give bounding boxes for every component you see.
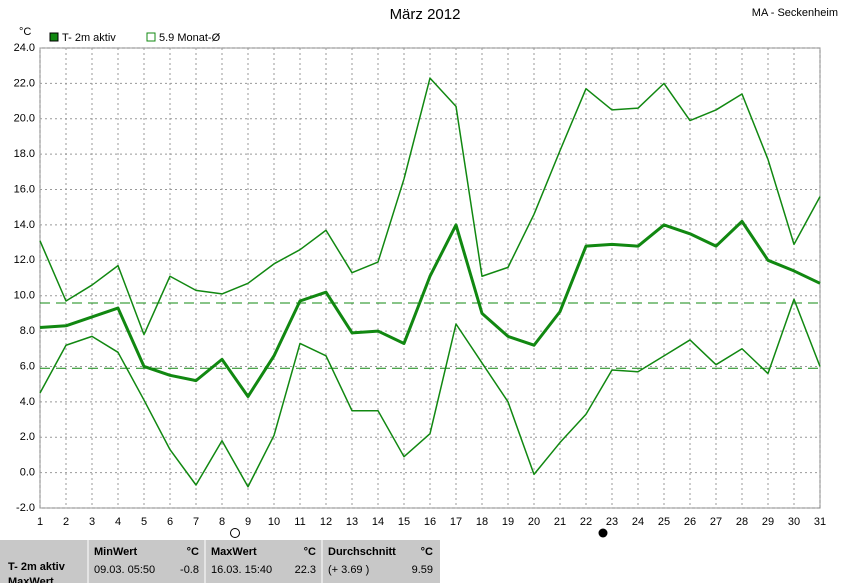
legend-label: T- 2m aktiv bbox=[62, 32, 116, 44]
series-label: MaxWert bbox=[8, 576, 54, 583]
x-tick-label: 29 bbox=[762, 516, 774, 528]
y-tick-label: 24.0 bbox=[14, 42, 35, 54]
x-tick-label: 24 bbox=[632, 516, 644, 528]
chart-title: März 2012 bbox=[390, 6, 461, 23]
y-tick-label: -2.0 bbox=[16, 502, 35, 514]
x-tick-label: 11 bbox=[294, 516, 305, 528]
col-head: MinWert bbox=[94, 546, 138, 558]
y-tick-label: 20.0 bbox=[14, 113, 35, 125]
x-tick-label: 26 bbox=[684, 516, 696, 528]
x-tick-label: 1 bbox=[37, 516, 43, 528]
x-tick-label: 31 bbox=[814, 516, 826, 528]
x-tick-label: 21 bbox=[554, 516, 566, 528]
x-tick-label: 16 bbox=[424, 516, 436, 528]
col-value: 9.59 bbox=[412, 564, 433, 576]
moon-icon bbox=[598, 528, 608, 538]
x-tick-label: 15 bbox=[398, 516, 410, 528]
col-when: 16.03. 15:40 bbox=[211, 564, 272, 576]
y-tick-label: 12.0 bbox=[14, 254, 35, 266]
y-tick-label: 2.0 bbox=[20, 431, 35, 443]
x-tick-label: 25 bbox=[658, 516, 670, 528]
x-tick-label: 12 bbox=[320, 516, 332, 528]
y-tick-label: 0.0 bbox=[20, 467, 35, 479]
x-tick-label: 4 bbox=[115, 516, 121, 528]
x-tick-label: 2 bbox=[63, 516, 69, 528]
y-tick-label: 14.0 bbox=[14, 219, 35, 231]
series-label: T- 2m aktiv bbox=[8, 561, 66, 573]
col-when: (+ 3.69 ) bbox=[328, 564, 369, 576]
x-tick-label: 18 bbox=[476, 516, 488, 528]
y-tick-label: 4.0 bbox=[20, 396, 35, 408]
x-tick-label: 22 bbox=[580, 516, 592, 528]
col-head: MaxWert bbox=[211, 546, 257, 558]
x-tick-label: 17 bbox=[450, 516, 462, 528]
x-tick-label: 20 bbox=[528, 516, 540, 528]
y-tick-label: 16.0 bbox=[14, 183, 35, 195]
x-tick-label: 7 bbox=[193, 516, 199, 528]
col-unit: °C bbox=[187, 546, 199, 558]
y-tick-label: 6.0 bbox=[20, 360, 35, 372]
subtitle: MA - Seckenheim bbox=[752, 7, 838, 19]
x-tick-label: 3 bbox=[89, 516, 95, 528]
series-line bbox=[39, 77, 821, 336]
x-tick-label: 28 bbox=[736, 516, 748, 528]
panel-bg bbox=[0, 540, 440, 583]
moon-icon bbox=[230, 528, 240, 538]
y-tick-label: 22.0 bbox=[14, 77, 35, 89]
plot bbox=[39, 47, 821, 509]
legend-label: 5.9 Monat-Ø bbox=[159, 32, 221, 44]
col-unit: °C bbox=[304, 546, 316, 558]
x-tick-label: 23 bbox=[606, 516, 618, 528]
x-tick-label: 9 bbox=[245, 516, 251, 528]
x-tick-label: 8 bbox=[219, 516, 225, 528]
col-unit: °C bbox=[421, 546, 433, 558]
y-tick-label: 10.0 bbox=[14, 290, 35, 302]
col-when: 09.03. 05:50 bbox=[94, 564, 155, 576]
stats-panel: T- 2m aktiv MaxWert MinWert °C 09.03. 05:50 -… bbox=[0, 540, 440, 583]
x-tick-label: 30 bbox=[788, 516, 800, 528]
legend-swatch bbox=[146, 32, 156, 42]
x-tick-label: 27 bbox=[710, 516, 722, 528]
x-tick-label: 6 bbox=[167, 516, 173, 528]
y-tick-label: 8.0 bbox=[20, 325, 35, 337]
x-tick-label: 5 bbox=[141, 516, 147, 528]
x-tick-label: 13 bbox=[346, 516, 358, 528]
x-tick-label: 19 bbox=[502, 516, 514, 528]
legend-swatch bbox=[49, 32, 59, 42]
y-tick-label: 18.0 bbox=[14, 148, 35, 160]
x-tick-label: 10 bbox=[268, 516, 280, 528]
col-value: -0.8 bbox=[180, 564, 199, 576]
col-head: Durchschnitt bbox=[328, 546, 396, 558]
series-line bbox=[39, 298, 821, 488]
y-unit: °C bbox=[19, 26, 31, 38]
col-value: 22.3 bbox=[295, 564, 316, 576]
series-line bbox=[39, 219, 821, 399]
x-tick-label: 14 bbox=[372, 516, 384, 528]
